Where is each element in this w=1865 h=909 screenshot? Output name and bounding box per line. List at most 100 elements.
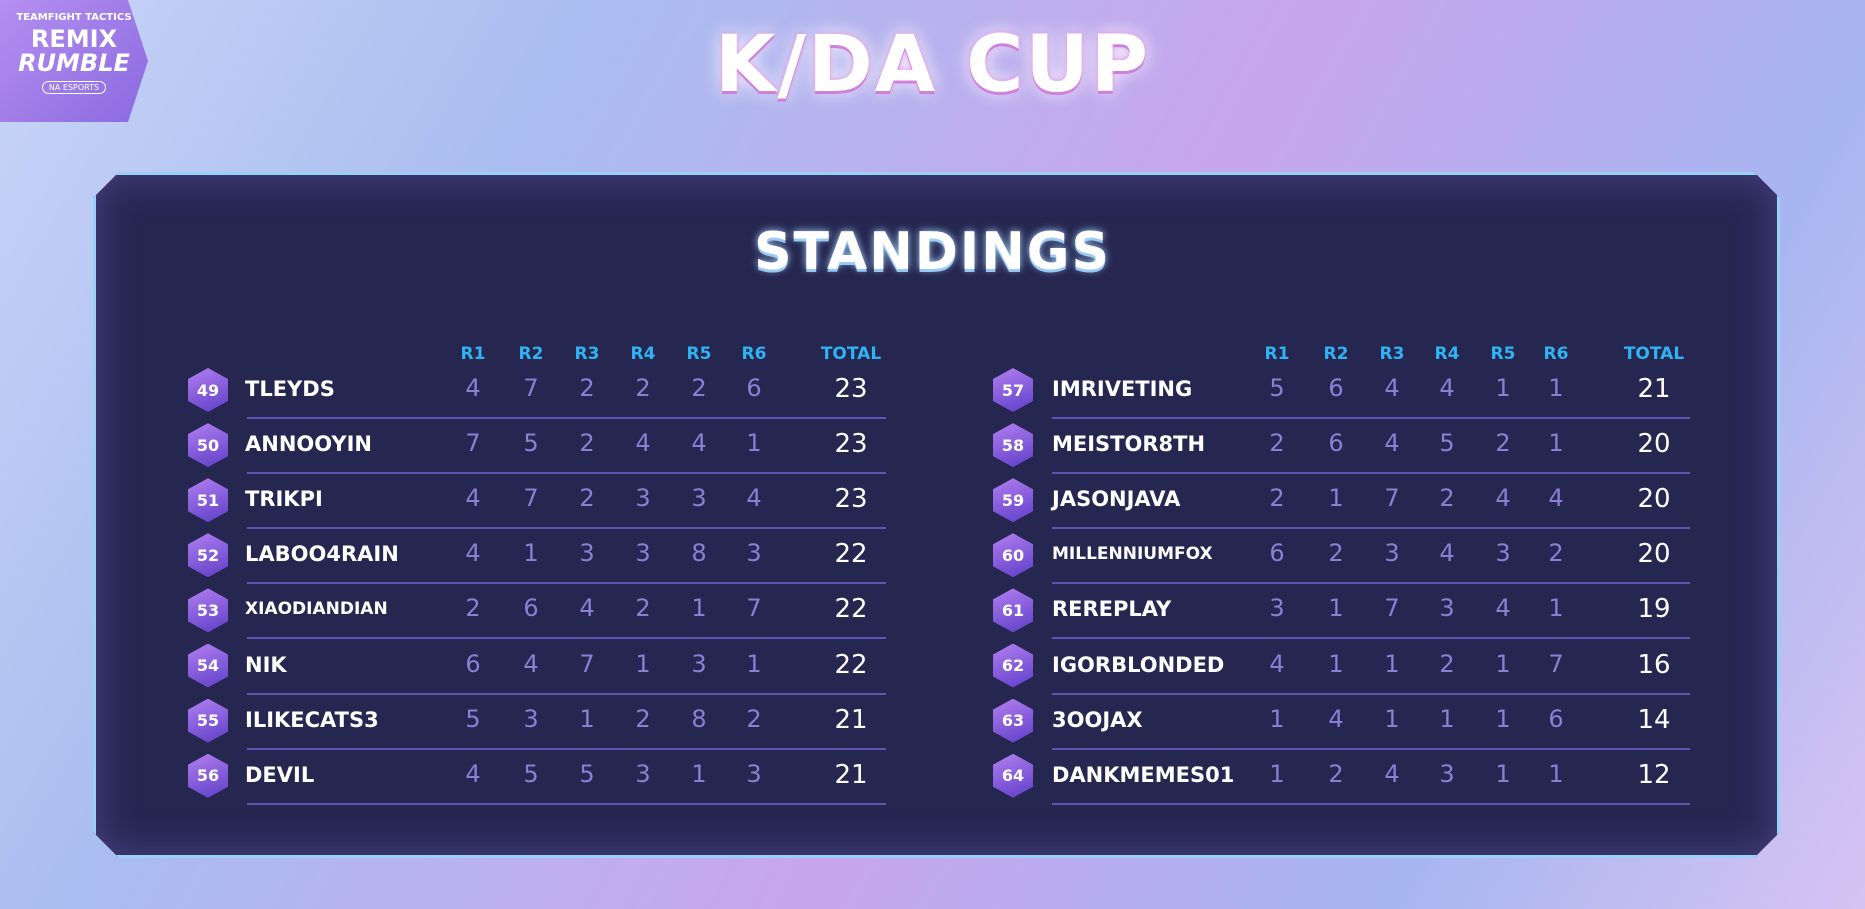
round-score: 2: [465, 594, 481, 623]
round-score: 1: [1495, 704, 1511, 733]
round-score: 3: [1439, 759, 1455, 788]
column-header: R3: [574, 344, 600, 364]
round-score: 4: [635, 429, 651, 458]
round-score: 4: [746, 484, 762, 513]
player-name: TLEYDS: [245, 377, 335, 401]
column-header: R1: [460, 344, 486, 364]
round-score: 4: [579, 594, 595, 623]
round-score: 1: [635, 649, 651, 678]
round-score: 1: [691, 759, 707, 788]
round-score: 6: [1328, 374, 1344, 402]
round-score: 2: [1328, 539, 1344, 568]
round-score: 6: [1269, 539, 1285, 568]
round-score: 7: [1384, 484, 1400, 513]
column-header: R5: [686, 344, 712, 364]
rank-badge: 50: [188, 423, 228, 468]
page-title: K/DA CUP: [715, 20, 1150, 110]
round-score: 1: [1328, 484, 1344, 513]
round-score: 1: [1548, 374, 1564, 402]
round-score: 8: [691, 704, 707, 733]
round-score: 1: [1269, 759, 1285, 788]
player-name: MILLENNIUMFOX: [1052, 544, 1213, 565]
round-score: 5: [1439, 429, 1455, 458]
round-score: 3: [635, 484, 651, 513]
round-score: 5: [465, 704, 481, 733]
total-score: 16: [1637, 649, 1671, 680]
total-score: 20: [1637, 484, 1671, 515]
row-divider: [247, 747, 886, 750]
round-score: 4: [1384, 374, 1400, 402]
row-divider: [1052, 472, 1690, 475]
round-score: 1: [746, 429, 762, 458]
round-score: 6: [1328, 429, 1344, 458]
player-name: ILIKECATS3: [245, 707, 379, 732]
round-score: 3: [1384, 539, 1400, 568]
round-score: 4: [1384, 429, 1400, 458]
column-header: R1: [1264, 344, 1290, 364]
round-score: 1: [1328, 649, 1344, 678]
total-score: 23: [834, 374, 868, 404]
total-score: 22: [834, 594, 868, 625]
total-score: 22: [834, 649, 868, 680]
column-header: R4: [1434, 344, 1460, 364]
round-score: 3: [746, 759, 762, 788]
standings-panel: [93, 172, 1780, 858]
round-score: 4: [691, 429, 707, 458]
round-score: 5: [579, 759, 595, 788]
round-score: 7: [1548, 649, 1564, 678]
round-score: 6: [523, 594, 539, 623]
player-name: XIAODIANDIAN: [245, 599, 388, 620]
round-score: 2: [1548, 539, 1564, 568]
logo-line: REMIX: [30, 25, 118, 53]
round-score: 3: [1439, 594, 1455, 623]
logo-badge: NA ESPORTS: [41, 81, 107, 94]
round-score: 2: [579, 484, 595, 513]
row-divider: [1052, 692, 1690, 695]
round-score: 2: [691, 374, 707, 402]
round-score: 7: [1384, 594, 1400, 623]
round-score: 3: [635, 759, 651, 788]
round-score: 1: [1548, 759, 1564, 788]
round-score: 2: [1328, 759, 1344, 788]
round-score: 3: [579, 539, 595, 568]
total-score: 21: [834, 759, 868, 790]
column-header: R2: [518, 344, 544, 364]
row-divider: [1052, 527, 1690, 530]
round-score: 3: [691, 649, 707, 678]
player-name: DEVIL: [245, 762, 315, 787]
total-score: 14: [1637, 704, 1671, 735]
row-divider: [247, 582, 886, 585]
row-divider: [1052, 747, 1690, 750]
round-score: 6: [1548, 704, 1564, 733]
round-score: 1: [1384, 649, 1400, 678]
column-header: TOTAL: [1623, 344, 1685, 364]
round-score: 4: [1495, 594, 1511, 623]
round-score: 2: [1269, 429, 1285, 458]
total-score: 21: [834, 704, 868, 735]
column-header: R2: [1323, 344, 1349, 364]
round-score: 6: [746, 374, 762, 402]
round-score: 1: [1384, 704, 1400, 733]
round-score: 4: [1495, 484, 1511, 513]
round-score: 1: [1548, 594, 1564, 623]
round-score: 7: [523, 374, 539, 402]
player-name: NIK: [245, 652, 287, 677]
player-name: DANKMEMES01: [1052, 762, 1235, 787]
row-divider: [247, 692, 886, 695]
row-divider: [1052, 582, 1690, 585]
round-score: 8: [691, 539, 707, 568]
round-score: 4: [465, 539, 481, 568]
total-score: 23: [834, 484, 868, 515]
player-name: 3OOJAX: [1052, 707, 1143, 732]
round-score: 2: [635, 704, 651, 733]
total-score: 19: [1637, 594, 1671, 625]
round-score: 7: [523, 484, 539, 513]
round-score: 4: [1269, 649, 1285, 678]
round-score: 3: [635, 539, 651, 568]
column-header: R6: [1543, 344, 1569, 364]
round-score: 4: [465, 484, 481, 513]
round-score: 3: [1495, 539, 1511, 568]
row-divider: [247, 417, 886, 419]
round-score: 1: [523, 539, 539, 568]
column-header: R5: [1490, 344, 1516, 364]
